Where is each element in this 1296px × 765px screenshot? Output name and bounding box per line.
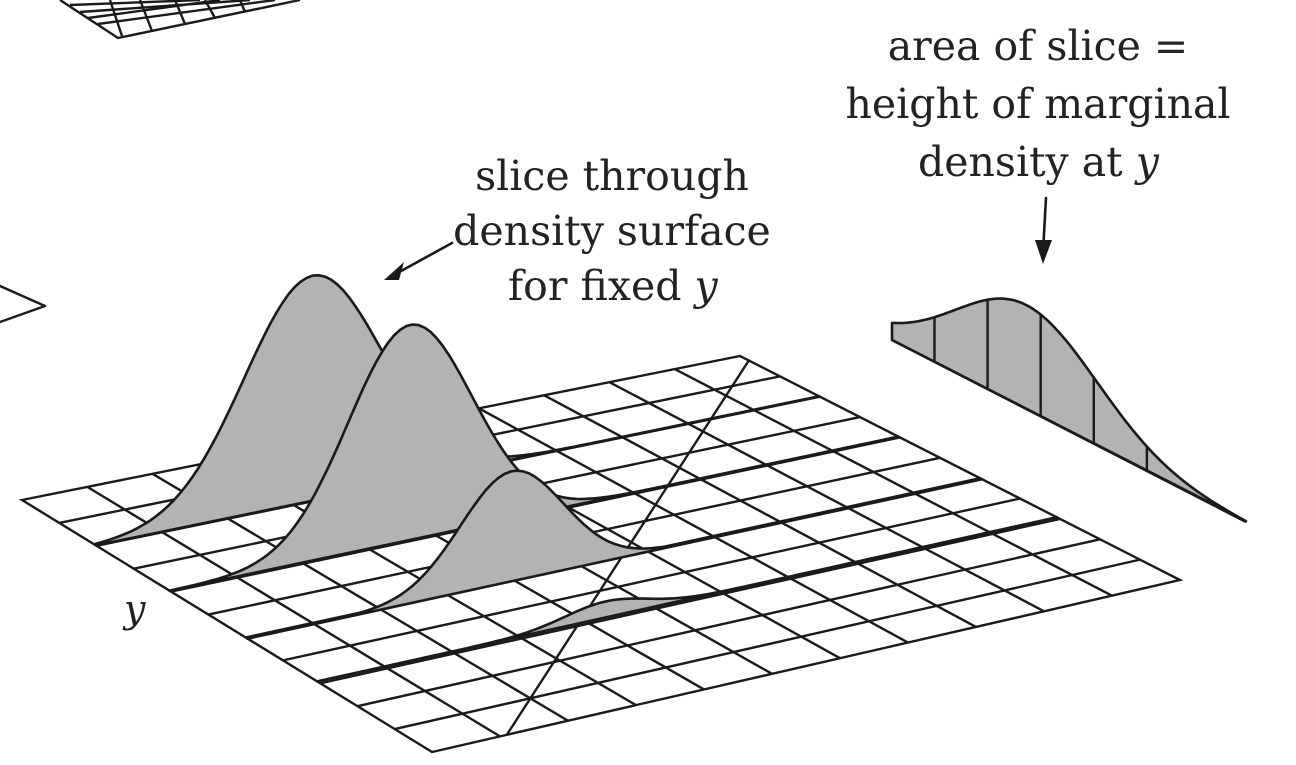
grid-line: [608, 381, 1045, 613]
marginal-density-panel: [890, 297, 1248, 524]
y-axis-label: y: [122, 587, 146, 631]
density-slice: [246, 469, 984, 640]
slice-annotation-line-1: slice through: [475, 152, 749, 200]
area-annotation-line-2: height of marginal: [845, 80, 1230, 128]
grid-line: [282, 497, 1021, 662]
slice-arrow: [384, 241, 454, 280]
area-annotation-line-3: density at y: [918, 138, 1160, 186]
marginal-arrow: [1035, 196, 1052, 264]
grid-line: [543, 394, 977, 628]
left-plane-fragment: [0, 284, 47, 324]
marginal-density-curve: [890, 297, 1248, 523]
density-slices: [94, 274, 1059, 683]
density-slice: [315, 515, 1059, 683]
slice-annotation-line-2: density surface: [453, 207, 771, 255]
plane-outline: [18, 354, 1184, 754]
slice-annotation-line-3: for fixed y: [508, 262, 719, 310]
grid-line: [478, 407, 909, 644]
grid-line: [394, 558, 1141, 731]
grid-line: [319, 517, 1061, 685]
marginal-baseline: [891, 338, 1247, 524]
grid-line: [674, 368, 1113, 597]
grid-line: [357, 538, 1101, 708]
top-left-grid-fragment: [59, 0, 301, 40]
area-annotation-line-1: area of slice =: [888, 22, 1189, 70]
